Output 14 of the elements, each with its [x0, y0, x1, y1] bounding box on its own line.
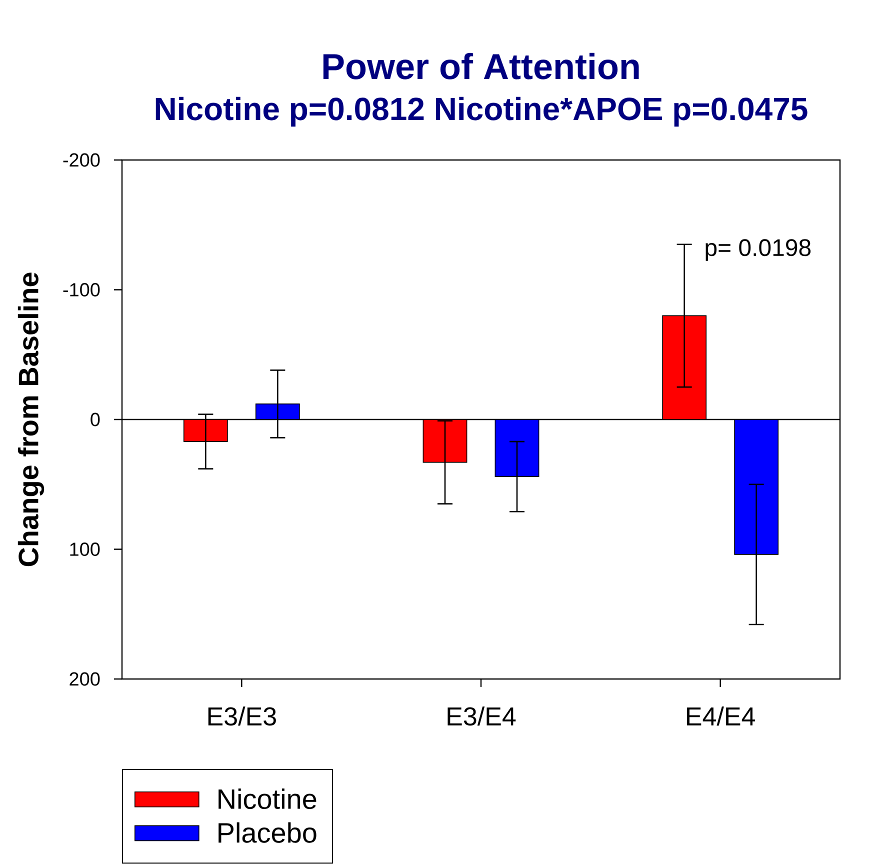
legend-label: Placebo [218, 822, 316, 843]
legend-label: Nicotine [218, 788, 316, 810]
annotation: p= 0.0198 [706, 239, 811, 261]
y-tick-label: 100 [70, 542, 100, 556]
chart-subtitle: Nicotine p=0.0812 Nicotine*APOE p=0.0475 [156, 96, 808, 127]
y-tick-label: -100 [63, 283, 100, 296]
x-tick-label: E3/E4 [448, 706, 516, 726]
y-tick-label: 0 [90, 412, 100, 426]
y-tick-label: 200 [70, 672, 100, 686]
y-tick-label: -200 [63, 153, 100, 167]
y-axis-title: Change from Baseline [18, 272, 44, 566]
chart-title: Power of Attention [323, 52, 639, 80]
x-tick-label: E4/E4 [687, 706, 755, 726]
x-tick-label: E3/E3 [208, 706, 276, 726]
